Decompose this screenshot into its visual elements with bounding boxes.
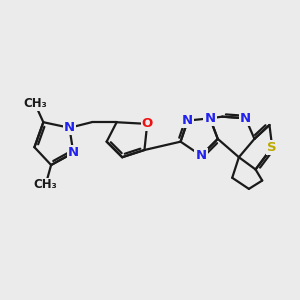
Text: N: N <box>64 121 75 134</box>
Text: N: N <box>204 112 216 125</box>
Text: N: N <box>196 149 207 162</box>
Text: N: N <box>182 114 193 127</box>
Text: O: O <box>142 117 153 130</box>
Text: N: N <box>68 146 79 159</box>
Text: CH₃: CH₃ <box>23 98 47 110</box>
Text: S: S <box>267 141 277 154</box>
Text: N: N <box>240 112 251 125</box>
Text: CH₃: CH₃ <box>34 178 57 191</box>
